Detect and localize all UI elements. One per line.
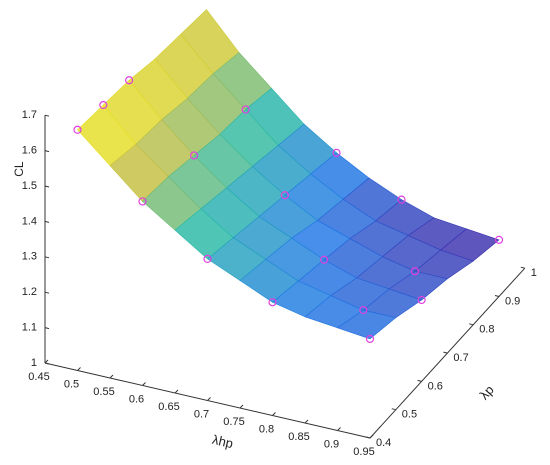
y-tick (417, 379, 422, 382)
y-tick-label: 0.7 (453, 352, 468, 364)
points (73, 76, 504, 343)
x-tick (369, 434, 374, 439)
y-tick (391, 408, 396, 411)
z-tick-label: 1.3 (22, 251, 37, 263)
z-tick-label: 1.6 (22, 145, 37, 157)
x-axis-label: λhp (211, 432, 235, 451)
y-tick (443, 351, 448, 354)
y-tick-label: 0.5 (402, 409, 417, 421)
y-tick-label: 0.9 (505, 295, 520, 307)
data-point (332, 148, 341, 157)
y-tick-label: 0.8 (479, 324, 494, 336)
z-tick (44, 327, 50, 330)
data-point (138, 197, 147, 206)
z-tick-label: 1.4 (22, 215, 37, 227)
z-tick (44, 150, 50, 153)
x-tick-label: 0.6 (129, 393, 144, 405)
data-point (241, 105, 250, 114)
z-tick (44, 185, 50, 188)
data-point (190, 151, 199, 160)
axes: 0.450.50.550.60.650.70.750.80.850.90.950… (12, 109, 537, 458)
z-tick (44, 114, 50, 117)
x-tick-label: 0.85 (288, 431, 309, 443)
data-point (397, 195, 406, 204)
data-point (125, 76, 134, 85)
data-point (280, 191, 289, 200)
y-axis-label: λp (476, 382, 496, 402)
z-tick-label: 1.7 (22, 109, 37, 121)
surface-patch (336, 309, 397, 340)
z-tick-label: 1.2 (22, 286, 37, 298)
z-tick-label: 1.1 (22, 322, 37, 334)
z-tick-label: 1 (31, 357, 37, 369)
y-tick (469, 323, 474, 326)
x-tick (304, 419, 309, 424)
data-point (203, 254, 212, 263)
x-tick (109, 374, 114, 379)
x-tick-label: 0.5 (64, 378, 79, 390)
z-tick (44, 220, 50, 223)
data-point (73, 125, 82, 134)
data-point (268, 298, 277, 307)
data-point (365, 334, 375, 343)
z-tick-label: 1.5 (22, 180, 37, 192)
data-point (359, 306, 368, 315)
z-axis-label: CL (12, 161, 26, 177)
data-point (417, 295, 426, 305)
x-tick-label: 0.75 (223, 416, 244, 428)
x-tick-label: 0.55 (93, 386, 114, 398)
x-tick (174, 389, 179, 394)
y-tick (365, 436, 371, 439)
x-tick (207, 397, 211, 401)
z-tick (44, 256, 50, 259)
z-tick (44, 362, 50, 365)
x-tick-label: 0.7 (194, 408, 209, 420)
y-tick-label: 0.6 (428, 380, 443, 392)
y-tick-label: 0.4 (376, 437, 391, 449)
x-tick-label: 0.9 (324, 438, 339, 450)
x-tick-label: 0.8 (259, 423, 274, 435)
z-tick (44, 291, 50, 294)
x-tick-label: 0.65 (158, 401, 179, 413)
x-tick (272, 412, 276, 416)
y-tick (494, 295, 500, 297)
x-tick (239, 404, 244, 409)
data-point (320, 255, 329, 264)
data-point (99, 100, 108, 110)
x-tick-label: 0.45 (28, 371, 49, 383)
data-point (410, 267, 419, 276)
x-tick (337, 427, 341, 431)
x-tick (77, 367, 81, 371)
surface (77, 9, 500, 340)
x-tick-label: 0.95 (353, 446, 374, 458)
y-tick (520, 266, 525, 269)
y-tick-label: 1 (531, 267, 537, 279)
x-tick (142, 382, 146, 386)
x-tick (44, 359, 49, 364)
data-point (494, 235, 504, 244)
